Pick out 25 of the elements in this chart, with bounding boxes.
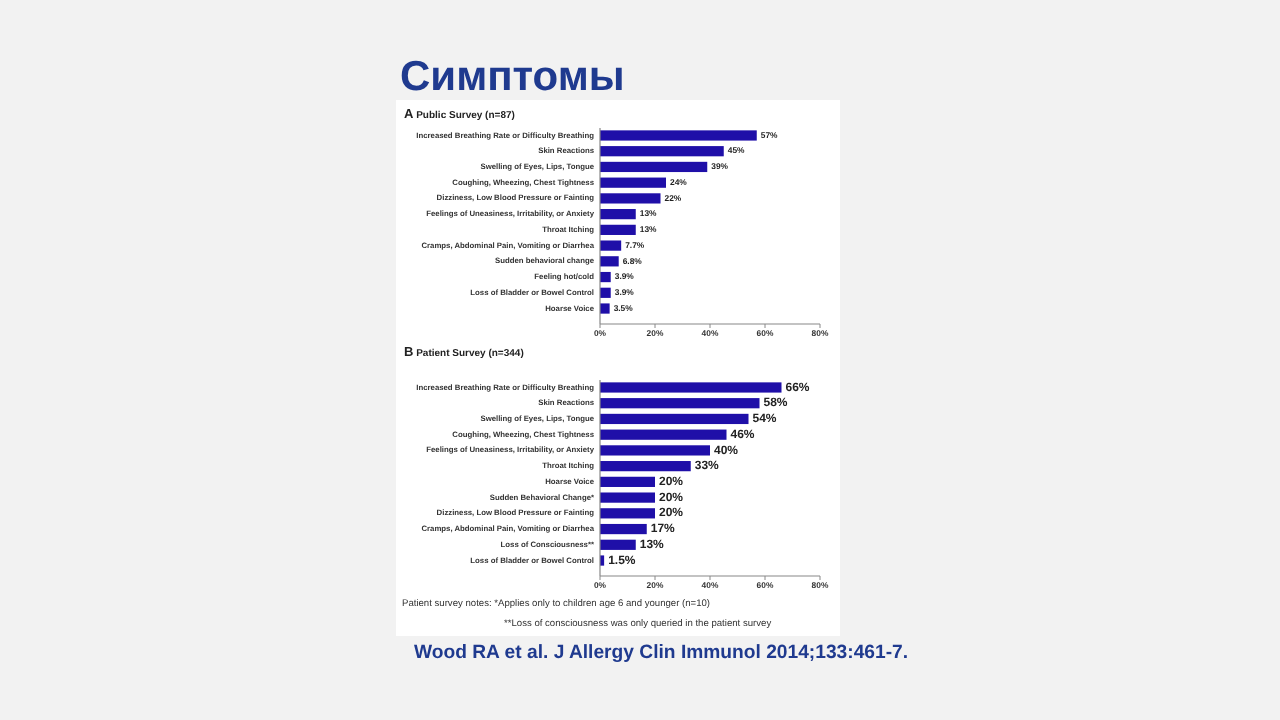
chart-title: Симптомы	[400, 54, 625, 100]
bar	[600, 382, 782, 393]
bar	[600, 398, 760, 409]
bar	[600, 256, 619, 267]
bar	[600, 413, 749, 425]
bar	[600, 303, 610, 314]
bar	[600, 130, 757, 141]
bar	[600, 177, 666, 188]
bar	[600, 224, 636, 235]
bar	[600, 492, 655, 503]
text: Wood RA et al. J Allergy Clin Immunol 2014;133:461-7.	[414, 642, 909, 664]
bar	[600, 523, 647, 535]
bar	[600, 539, 636, 550]
bar	[600, 161, 708, 173]
bar	[600, 461, 691, 472]
bar	[600, 146, 724, 157]
bar	[600, 445, 710, 456]
bar	[600, 508, 655, 519]
bar	[600, 193, 661, 204]
bar	[600, 429, 727, 440]
bar	[600, 271, 611, 283]
bar	[600, 209, 636, 220]
bar	[600, 240, 622, 251]
bar	[600, 287, 611, 298]
bar	[600, 476, 655, 487]
